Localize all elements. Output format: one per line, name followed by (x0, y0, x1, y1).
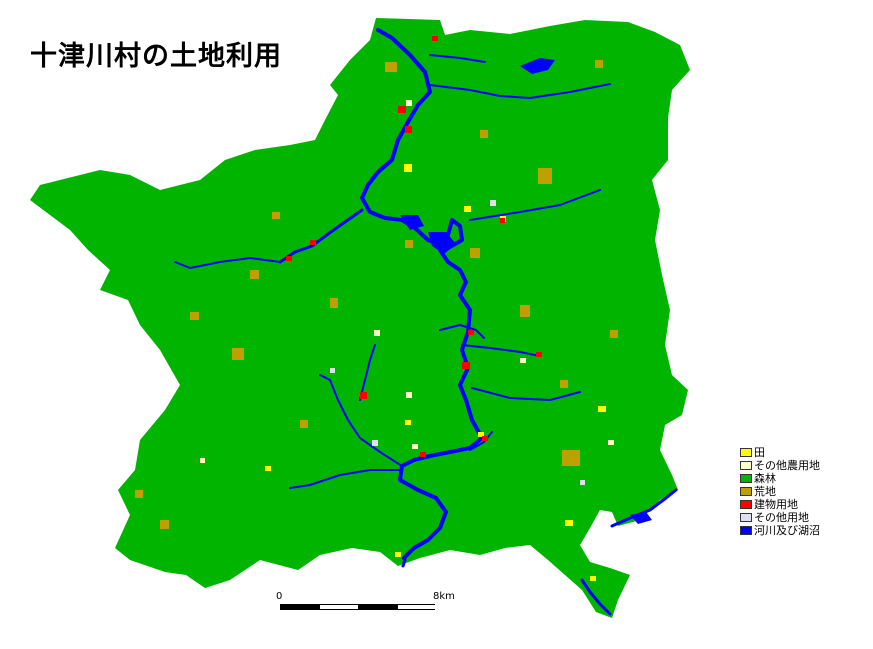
scale-start-label: 0 (276, 591, 283, 602)
legend-label: 荒地 (754, 485, 776, 498)
legend-label: その他用地 (754, 511, 809, 524)
legend-label: 森林 (754, 472, 776, 485)
legend-label: その他農用地 (754, 459, 820, 472)
lakes (400, 58, 652, 524)
legend-swatch (740, 448, 752, 457)
legend-swatch (740, 500, 752, 509)
river-network (174, 28, 678, 616)
map-legend: 田 その他農用地 森林 荒地 建物用地 その他用地 河川及び湖沼 (740, 446, 820, 537)
legend-item-water: 河川及び湖沼 (740, 524, 820, 537)
wasteland-patches (135, 60, 618, 529)
building-land (286, 36, 542, 457)
legend-swatch (740, 487, 752, 496)
other-farmland (200, 100, 614, 463)
legend-item-forest: 森林 (740, 472, 820, 485)
legend-item-paddy: 田 (740, 446, 820, 459)
village-boundary-forest (30, 18, 690, 618)
legend-item-building-land: 建物用地 (740, 498, 820, 511)
other-land (330, 200, 585, 485)
legend-swatch (740, 474, 752, 483)
scale-bar (280, 604, 435, 610)
legend-swatch (740, 461, 752, 470)
scale-end-label: 8km (433, 591, 455, 602)
legend-item-other-land: その他用地 (740, 511, 820, 524)
legend-swatch (740, 513, 752, 522)
map-title: 十津川村の土地利用 (30, 41, 282, 72)
legend-label: 建物用地 (754, 498, 798, 511)
legend-item-wasteland: 荒地 (740, 485, 820, 498)
legend-label: 田 (754, 446, 765, 459)
legend-swatch (740, 526, 752, 535)
legend-item-other-farmland: その他農用地 (740, 459, 820, 472)
legend-label: 河川及び湖沼 (754, 524, 820, 537)
